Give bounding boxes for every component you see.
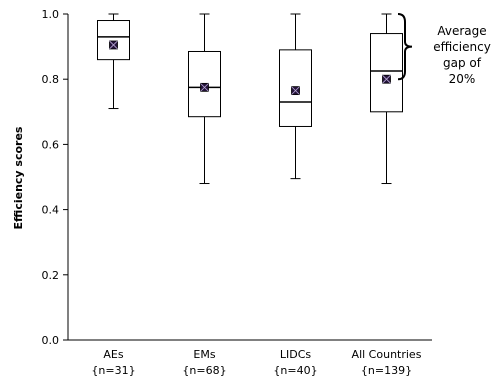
box-group: LIDCs {n=40} <box>273 13 318 377</box>
box-group: All Countries {n=139} <box>352 13 422 377</box>
iqr-box <box>97 20 130 61</box>
y-axis-label: Efficiency scores <box>12 126 25 229</box>
category-count-label: {n=31} <box>91 364 135 377</box>
category-label: All Countries <box>352 348 422 361</box>
iqr-box <box>370 33 403 113</box>
axes: 0.0 0.2 0.4 0.6 0.8 1.0 <box>42 8 432 347</box>
y-tick-label: 0.4 <box>42 204 60 217</box>
y-tick-label: 0.6 <box>42 138 60 151</box>
y-tick-label: 0.8 <box>42 73 60 86</box>
box-group: EMs {n=68} <box>182 13 227 377</box>
y-tick-label: 1.0 <box>42 8 60 21</box>
boxes: AEs {n=31} EMs {n=68} LIDCs {n=40} All Countri… <box>91 13 422 377</box>
y-tick-label: 0.2 <box>42 269 60 282</box>
y-tick-label: 0.0 <box>42 334 60 347</box>
category-count-label: {n=40} <box>273 364 317 377</box>
mean-marker-cross <box>291 86 300 95</box>
category-count-label: {n=139} <box>361 364 412 377</box>
box-group: AEs {n=31} <box>91 13 136 377</box>
mean-marker-cross <box>382 74 391 84</box>
category-count-label: {n=68} <box>182 364 226 377</box>
curly-brace <box>397 13 413 81</box>
annotation-line: 20% <box>449 72 476 86</box>
mean-marker-cross <box>109 40 118 50</box>
category-label: LIDCs <box>280 348 312 361</box>
mean-marker-cross <box>200 83 209 92</box>
annotation-line: Average <box>437 24 486 38</box>
category-label: AEs <box>103 348 123 361</box>
gap-annotation: Average efficiency gap of 20% <box>397 13 491 86</box>
category-label: EMs <box>193 348 215 361</box>
annotation-line: gap of <box>443 56 482 70</box>
annotation-line: efficiency <box>433 40 491 54</box>
